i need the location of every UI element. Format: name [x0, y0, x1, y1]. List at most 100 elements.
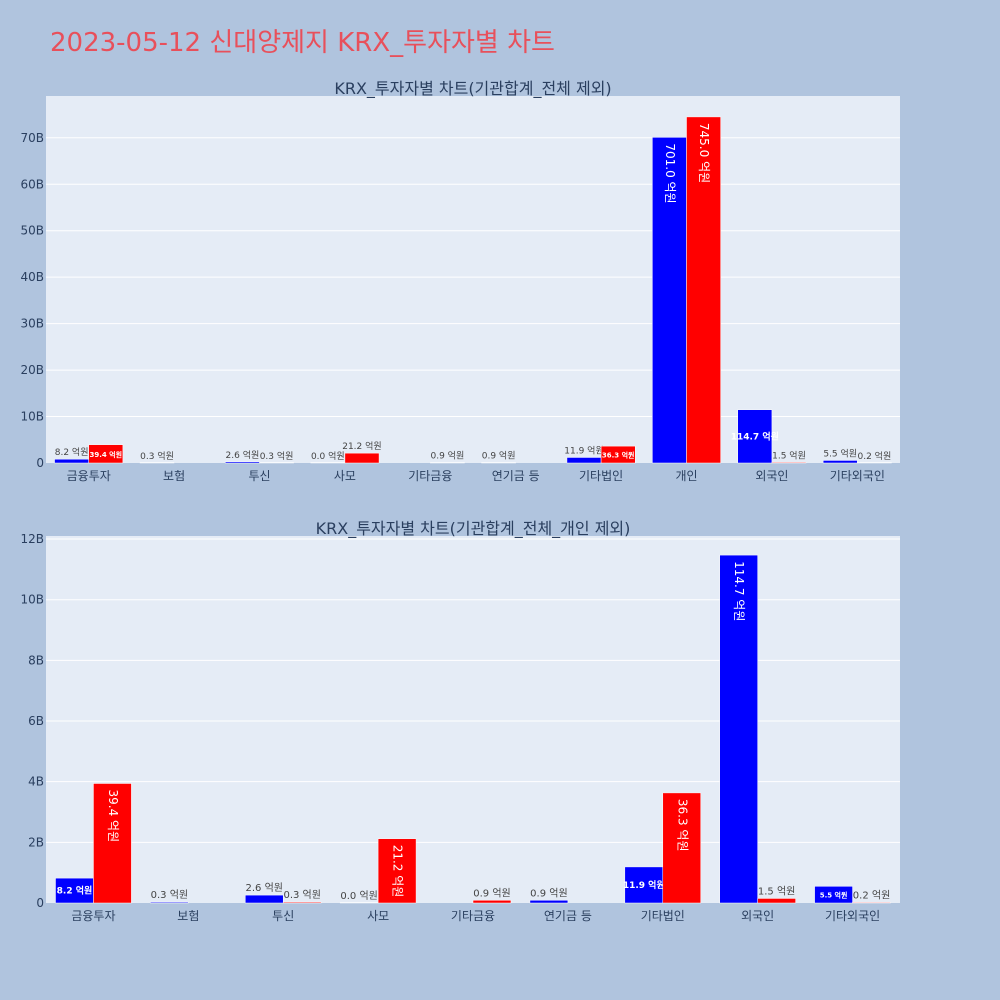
- bar-buy: [54, 458, 89, 464]
- plot-area: [46, 536, 900, 903]
- x-tick-label: 기타법인: [641, 909, 685, 923]
- y-tick-label: 10B: [20, 410, 44, 424]
- data-label: 701.0 억원: [663, 143, 677, 203]
- y-tick-label: 10B: [20, 593, 44, 607]
- bar-sell: [377, 838, 417, 904]
- y-tick-label: 30B: [20, 317, 44, 331]
- y-tick-label: 50B: [20, 224, 44, 238]
- y-tick-label: 40B: [20, 270, 44, 284]
- bar-sell: [771, 462, 807, 464]
- data-label: 0.3 억원: [140, 450, 174, 462]
- y-tick-label: 2B: [28, 835, 44, 849]
- x-tick-label: 사모: [367, 909, 389, 923]
- bar-sell: [93, 783, 132, 904]
- data-label: 36.3 억원: [675, 799, 689, 852]
- bar-buy: [481, 462, 516, 464]
- bar-buy: [822, 460, 858, 464]
- data-label: 0.9 억원: [482, 450, 516, 462]
- bar-buy: [139, 462, 175, 464]
- bar-sell: [472, 900, 512, 904]
- data-label: 21.2 억원: [391, 845, 405, 898]
- data-label: 1.5 억원: [772, 449, 806, 461]
- data-label: 1.5 억원: [758, 885, 795, 897]
- x-tick-label: 기타외국인: [825, 909, 880, 923]
- data-label: 21.2 억원: [342, 440, 381, 452]
- bar-buy: [245, 894, 284, 904]
- data-label: 0.3 억원: [260, 450, 294, 462]
- y-tick-label: 6B: [28, 714, 44, 728]
- bar-buy: [150, 901, 189, 904]
- x-tick-label: 연기금 등: [492, 469, 540, 483]
- bar-buy: [55, 877, 94, 904]
- data-label: 0.3 억원: [151, 889, 188, 901]
- y-tick-label: 8B: [28, 653, 44, 667]
- x-tick-label: 외국인: [755, 469, 788, 483]
- chart-title: KRX_투자자별 차트(기관합계_전체 제외): [334, 79, 611, 99]
- y-tick-label: 60B: [20, 177, 44, 191]
- y-tick-label: 20B: [20, 363, 44, 377]
- x-tick-label: 사모: [334, 469, 356, 483]
- chart-title: KRX_투자자별 차트(기관합계_전체_개인 제외): [316, 519, 631, 539]
- bar-sell: [686, 116, 721, 464]
- data-label: 0.0 억원: [311, 450, 345, 462]
- data-label: 0.3 억원: [283, 889, 320, 901]
- x-tick-label: 투신: [272, 909, 294, 923]
- bar-sell: [282, 901, 322, 904]
- data-label: 0.9 억원: [530, 887, 567, 899]
- data-label: 2.6 억원: [246, 882, 283, 894]
- bar-buy: [624, 866, 664, 904]
- investor-chart-without-individual: KRX_투자자별 차트(기관합계_전체_개인 제외) 0 2B 4B 6B 8B 10B 12…: [20, 519, 900, 923]
- data-label: 0.2 억원: [858, 450, 892, 462]
- bar-buy: [225, 461, 260, 464]
- x-tick-label: 금융투자: [71, 909, 115, 923]
- data-label: 0.2 억원: [853, 889, 890, 901]
- y-tick-label: 0: [36, 456, 44, 470]
- data-label: 745.0 억원: [697, 123, 711, 183]
- bar-buy: [339, 902, 379, 904]
- bar-sell: [344, 452, 380, 464]
- data-label: 36.3 억원: [602, 451, 635, 460]
- data-label: 2.6 억원: [226, 449, 260, 461]
- investor-chart-with-individual: KRX_투자자별 차트(기관합계_전체 제외) 0 10B 20B 30B 40B 50B 6…: [20, 79, 900, 483]
- bar-buy: [529, 900, 569, 904]
- data-label: 0.9 억원: [431, 450, 465, 462]
- data-label: 114.7 억원: [731, 430, 779, 442]
- bar-sell: [259, 462, 294, 464]
- data-label: 5.5 억원: [820, 891, 848, 900]
- x-tick-label: 금융투자: [67, 469, 111, 483]
- data-label: 114.7 억원: [732, 561, 746, 621]
- data-label: 11.9 억원: [564, 444, 603, 456]
- y-tick-label: 70B: [20, 131, 44, 145]
- bar-buy: [652, 137, 687, 464]
- x-tick-label: 보험: [177, 909, 199, 923]
- y-tick-label: 4B: [28, 775, 44, 789]
- data-label: 0.9 억원: [473, 887, 510, 899]
- x-tick-label: 기타외국인: [830, 469, 885, 483]
- x-tick-label: 기타금융: [408, 469, 452, 483]
- bar-sell: [757, 898, 796, 904]
- y-tick-label: 0: [36, 896, 44, 910]
- x-tick-label: 개인: [675, 469, 697, 483]
- bar-sell: [857, 462, 892, 464]
- bar-sell: [430, 462, 465, 464]
- x-tick-label: 투신: [248, 469, 270, 483]
- bar-buy: [566, 457, 602, 464]
- x-tick-label: 기타금융: [451, 909, 495, 923]
- bar-sell: [88, 444, 124, 464]
- x-tick-label: 외국인: [741, 909, 774, 923]
- data-label: 11.9 억원: [623, 879, 665, 891]
- page-title: 2023-05-12 신대양제지 KRX_투자자별 차트: [50, 28, 555, 58]
- plot-area: [46, 96, 900, 463]
- data-label: 39.4 억원: [89, 450, 122, 459]
- bar-buy: [814, 886, 853, 904]
- bar-sell: [600, 445, 636, 464]
- data-label: 5.5 억원: [823, 447, 857, 459]
- x-tick-label: 보험: [163, 469, 185, 483]
- bar-sell: [852, 902, 891, 904]
- x-tick-label: 연기금 등: [544, 909, 592, 923]
- x-tick-label: 기타법인: [579, 469, 623, 483]
- data-label: 0.0 억원: [340, 890, 377, 902]
- data-label: 8.2 억원: [57, 885, 93, 897]
- bar-buy: [719, 554, 758, 904]
- data-label: 8.2 억원: [55, 446, 89, 458]
